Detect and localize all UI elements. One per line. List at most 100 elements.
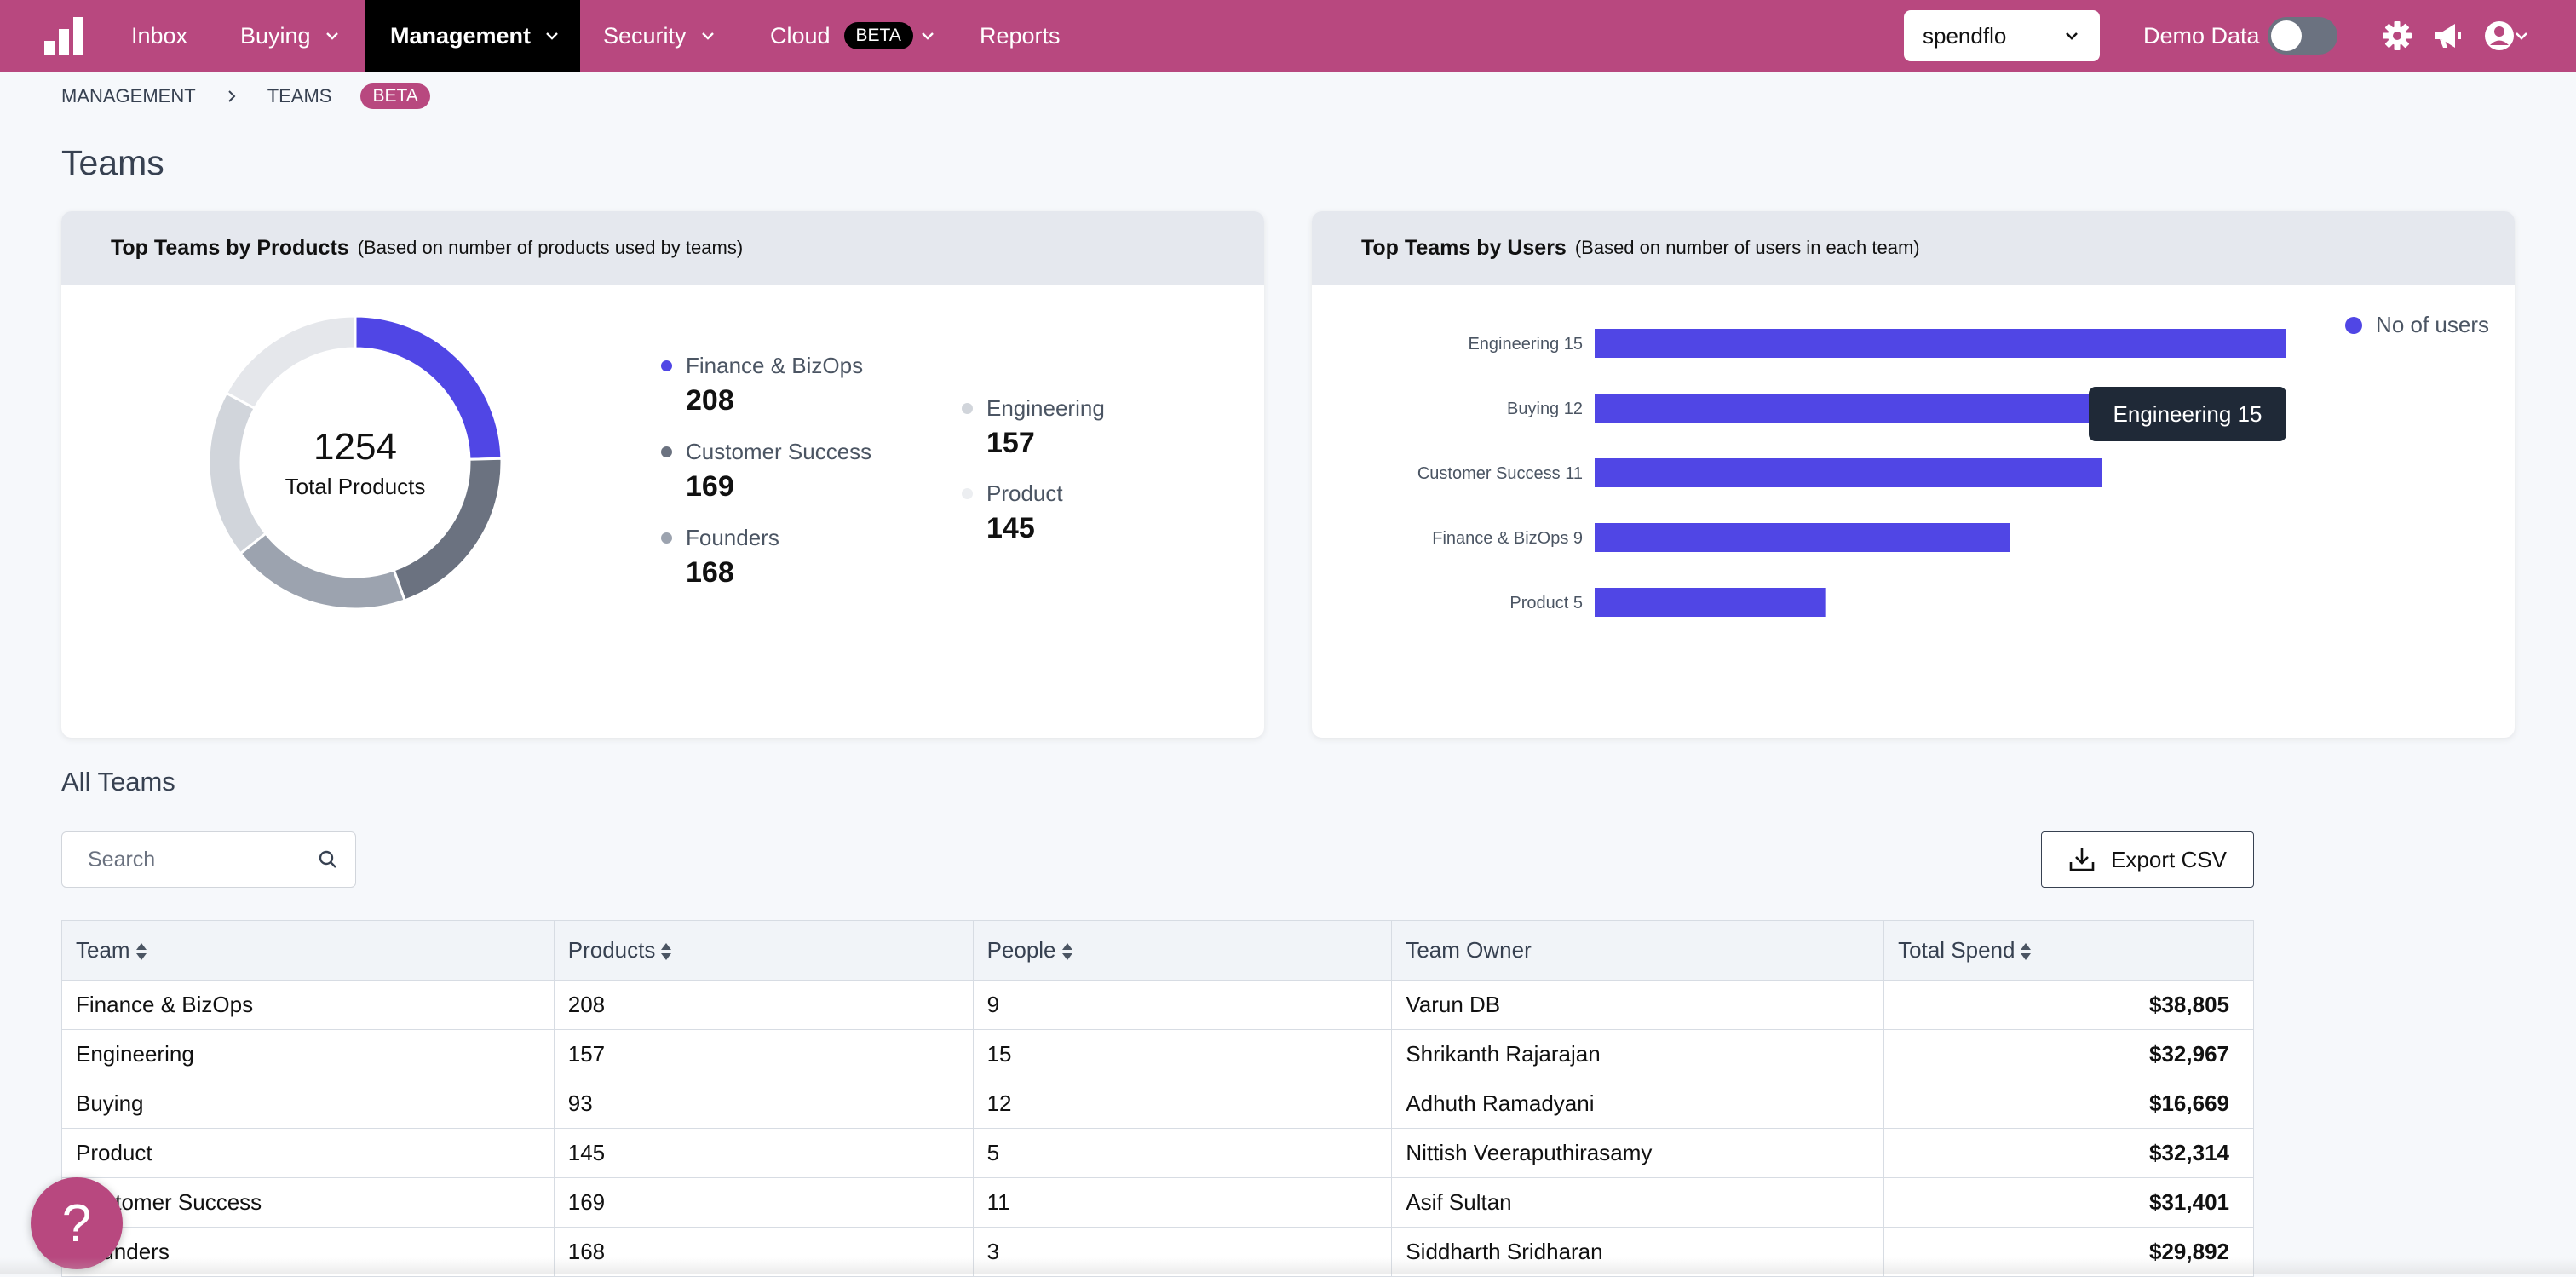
legend-founders: Founders 168 bbox=[661, 525, 779, 590]
cell-people: 3 bbox=[972, 1227, 1393, 1277]
org-select[interactable]: spendflo bbox=[1904, 10, 2100, 61]
table-header-row: Team Products People Team Owner Total Sp… bbox=[61, 920, 2254, 981]
download-icon bbox=[2069, 848, 2095, 871]
demo-data-label: Demo Data bbox=[2143, 22, 2260, 49]
legend-dot bbox=[962, 403, 973, 414]
sort-icon bbox=[1061, 943, 1072, 961]
cell-total-spend: $29,892 bbox=[1883, 1227, 2254, 1277]
cell-team: Finance & BizOps bbox=[61, 980, 555, 1030]
bar-category-label: Engineering 15 bbox=[1468, 335, 1583, 354]
cell-people: 11 bbox=[972, 1177, 1393, 1228]
card-subtitle: (Based on number of users in each team) bbox=[1574, 237, 1920, 258]
sort-icon bbox=[661, 943, 672, 961]
card-subtitle: (Based on number of products used by tea… bbox=[357, 237, 744, 258]
legend-dot bbox=[661, 360, 672, 371]
cell-people: 15 bbox=[972, 1029, 1393, 1079]
nav-security[interactable]: Security bbox=[603, 0, 717, 72]
sort-icon bbox=[2021, 943, 2032, 961]
cell-people: 12 bbox=[972, 1079, 1393, 1129]
cell-total-spend: $31,401 bbox=[1883, 1177, 2254, 1228]
table-row[interactable]: Buying 93 12 Adhuth Ramadyani $16,669 bbox=[61, 1079, 2254, 1129]
column-header-total-spend[interactable]: Total Spend bbox=[1883, 920, 2254, 981]
column-header-people[interactable]: People bbox=[972, 920, 1393, 981]
search-box bbox=[61, 831, 356, 888]
nav-inbox[interactable]: Inbox bbox=[131, 22, 188, 49]
spendflo-logo-icon[interactable] bbox=[44, 17, 83, 55]
bottom-fade bbox=[0, 1257, 2576, 1274]
cell-team-owner: Asif Sultan bbox=[1391, 1177, 1885, 1228]
toggle-knob bbox=[2271, 20, 2302, 51]
all-teams-title: All Teams bbox=[61, 767, 175, 797]
card-title: Top Teams by Products bbox=[111, 235, 349, 260]
search-icon[interactable] bbox=[318, 849, 338, 870]
help-icon: ? bbox=[61, 1194, 92, 1253]
cell-team: Engineering bbox=[61, 1029, 555, 1079]
bar[interactable] bbox=[1595, 588, 1826, 617]
table-row[interactable]: Customer Success 169 11 Asif Sultan $31,… bbox=[61, 1177, 2254, 1228]
nav-reports[interactable]: Reports bbox=[980, 22, 1061, 49]
gear-icon[interactable] bbox=[2378, 17, 2416, 55]
legend-dot bbox=[962, 488, 973, 499]
cell-team-owner: Shrikanth Rajarajan bbox=[1391, 1029, 1885, 1079]
products-donut-chart: 1254 Total Products bbox=[198, 305, 513, 620]
legend-product: Product 145 bbox=[962, 480, 1063, 545]
cell-products: 93 bbox=[553, 1079, 974, 1129]
cell-team-owner: Nittish Veeraputhirasamy bbox=[1391, 1128, 1885, 1178]
cell-total-spend: $16,669 bbox=[1883, 1079, 2254, 1129]
beta-badge: BETA bbox=[843, 22, 913, 49]
breadcrumb-teams: TEAMS bbox=[267, 85, 332, 106]
top-teams-products-card: Top Teams by Products (Based on number o… bbox=[61, 211, 1264, 738]
bar-category-label: Finance & BizOps 9 bbox=[1432, 529, 1583, 548]
cell-people: 5 bbox=[972, 1128, 1393, 1178]
chart-legend[interactable]: No of users bbox=[2345, 312, 2489, 338]
bar[interactable] bbox=[1595, 329, 2286, 358]
total-products-value: 1254 bbox=[313, 425, 397, 468]
column-header-products[interactable]: Products bbox=[553, 920, 974, 981]
breadcrumb-management[interactable]: MANAGEMENT bbox=[61, 85, 196, 106]
cell-products: 169 bbox=[553, 1177, 974, 1228]
legend-dot bbox=[661, 446, 672, 457]
chevron-down-icon bbox=[546, 32, 558, 40]
legend-dot bbox=[2345, 316, 2363, 334]
bar-category-label: Customer Success 11 bbox=[1417, 464, 1583, 483]
nav-management[interactable]: Management bbox=[365, 0, 580, 72]
demo-data-toggle[interactable] bbox=[2268, 17, 2337, 55]
cell-team: Product bbox=[61, 1128, 555, 1178]
donut-slice[interactable] bbox=[224, 314, 357, 411]
table-row[interactable]: Finance & BizOps 208 9 Varun DB $38,805 bbox=[61, 980, 2254, 1030]
nav-cloud[interactable]: Cloud BETA bbox=[770, 0, 937, 72]
cell-team: Buying bbox=[61, 1079, 555, 1129]
user-account-icon[interactable] bbox=[2482, 17, 2530, 55]
card-header: Top Teams by Products (Based on number o… bbox=[61, 211, 1264, 285]
donut-svg bbox=[207, 314, 503, 611]
page-title: Teams bbox=[61, 143, 164, 182]
bar-category-label: Product 5 bbox=[1509, 594, 1583, 613]
sort-icon bbox=[135, 943, 147, 961]
cell-products: 157 bbox=[553, 1029, 974, 1079]
chevron-down-icon bbox=[921, 32, 934, 40]
table-row[interactable]: Product 145 5 Nittish Veeraputhirasamy $… bbox=[61, 1128, 2254, 1178]
card-title: Top Teams by Users bbox=[1361, 235, 1567, 260]
cell-total-spend: $32,314 bbox=[1883, 1128, 2254, 1178]
table-row[interactable]: Engineering 157 15 Shrikanth Rajarajan $… bbox=[61, 1029, 2254, 1079]
nav-buying[interactable]: Buying bbox=[240, 0, 342, 72]
bar[interactable] bbox=[1595, 394, 2148, 423]
legend-customer-success: Customer Success 169 bbox=[661, 439, 871, 503]
chart-tooltip: Engineering 15 bbox=[2089, 387, 2286, 441]
column-header-team[interactable]: Team bbox=[61, 920, 555, 981]
cell-products: 208 bbox=[553, 980, 974, 1030]
bar[interactable] bbox=[1595, 523, 2010, 552]
help-button[interactable]: ? bbox=[31, 1177, 123, 1269]
cell-people: 9 bbox=[972, 980, 1393, 1030]
column-header-team-owner: Team Owner bbox=[1391, 920, 1885, 981]
bar[interactable] bbox=[1595, 458, 2102, 487]
donut-center: 1254 Total Products bbox=[198, 305, 513, 620]
table-row[interactable]: Founders 168 3 Siddharth Sridharan $29,8… bbox=[61, 1227, 2254, 1277]
cell-team-owner: Siddharth Sridharan bbox=[1391, 1227, 1885, 1277]
export-csv-button[interactable]: Export CSV bbox=[2041, 831, 2254, 888]
users-bar-chart: Engineering 15 Buying 12 Customer Success … bbox=[1417, 329, 2286, 617]
cell-team: Customer Success bbox=[61, 1177, 555, 1228]
top-nav: Inbox Buying Management Security Cloud B… bbox=[0, 0, 2576, 72]
search-input[interactable] bbox=[86, 846, 290, 873]
megaphone-icon[interactable] bbox=[2429, 17, 2467, 55]
